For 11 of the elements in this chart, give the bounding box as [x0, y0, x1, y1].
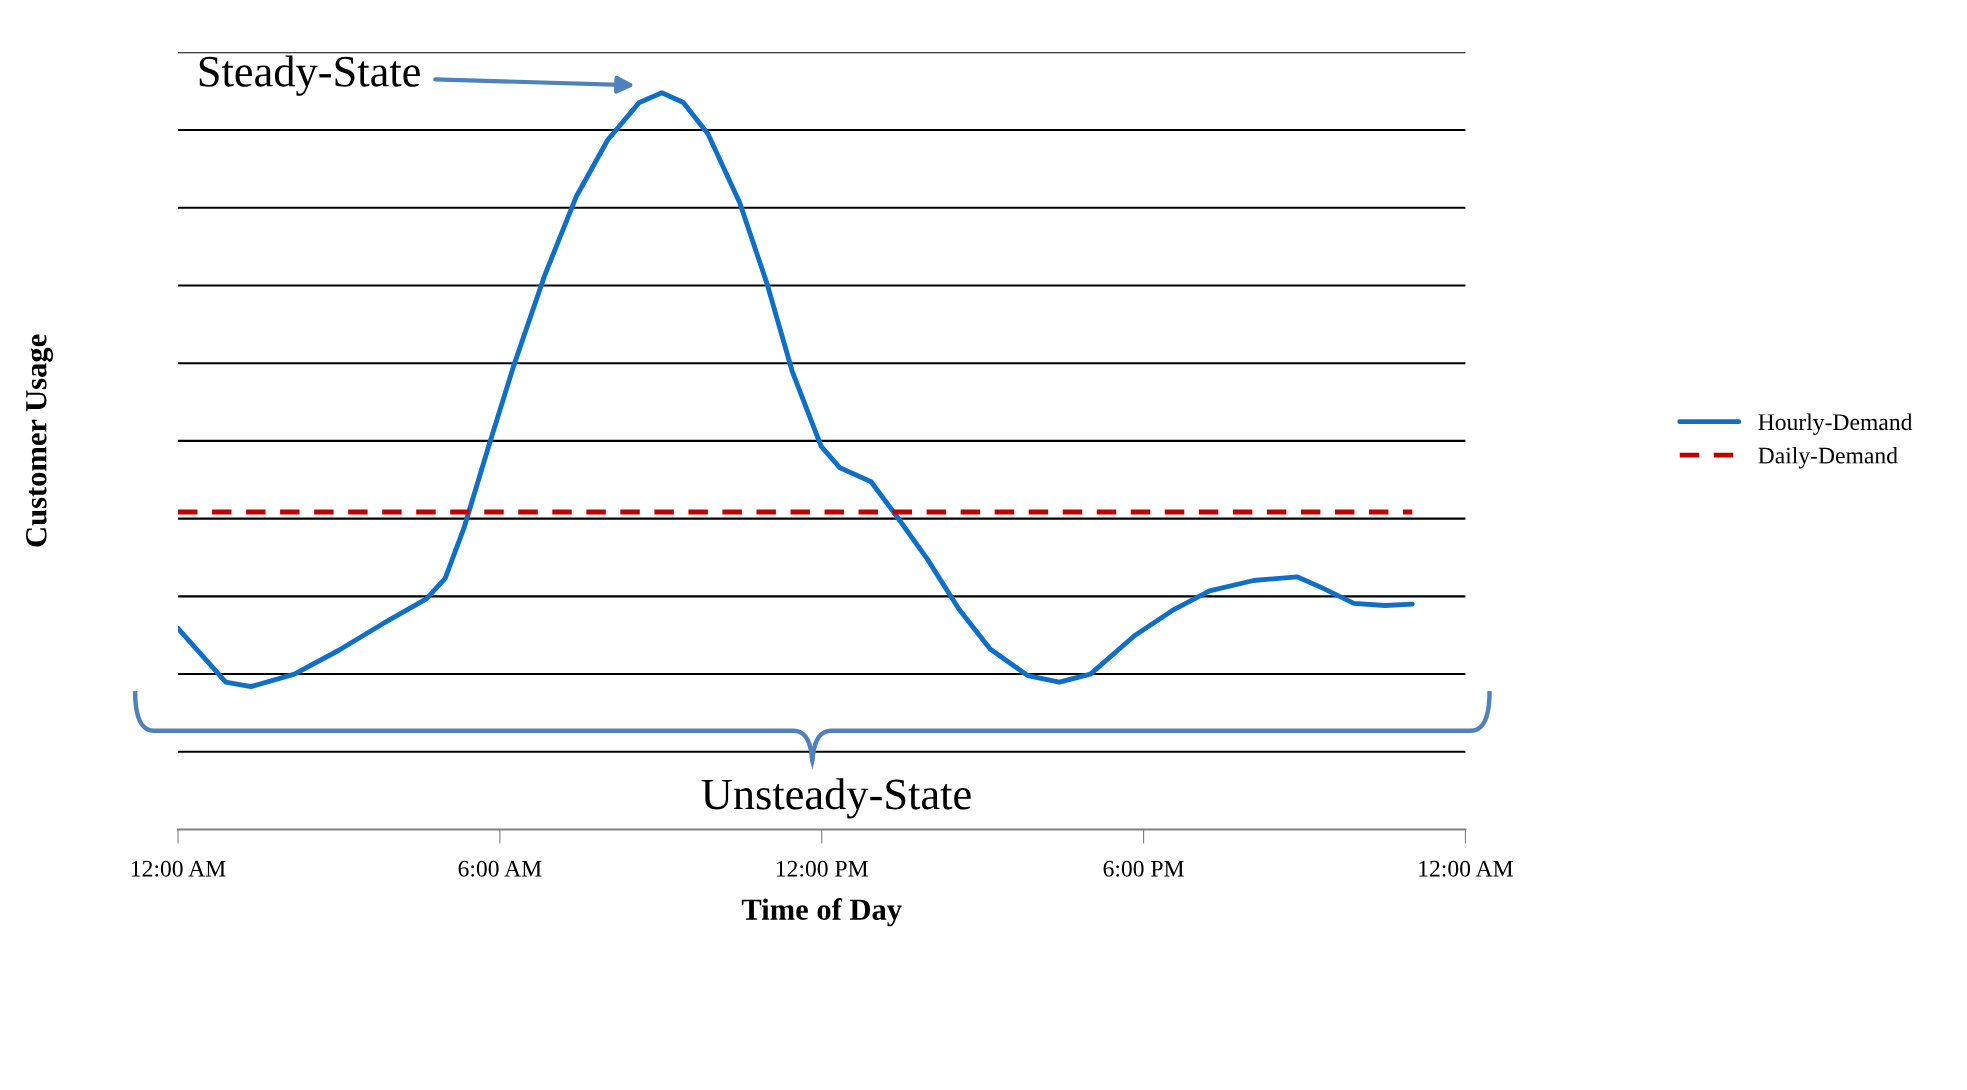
x-tick-label: 6:00 AM: [458, 860, 542, 877]
legend-label: Daily-Demand: [1758, 446, 1898, 469]
y-axis-title: Customer Usage: [26, 334, 54, 547]
annotation: Unsteady-State: [701, 778, 971, 819]
legend-label: Hourly-Demand: [1758, 413, 1913, 435]
x-tick-label: 12:00 AM: [131, 860, 226, 877]
x-tick-label: 12:00 AM: [1419, 860, 1513, 877]
x-axis-title: Time of Day: [741, 898, 902, 927]
x-tick-label: 6:00 PM: [1103, 860, 1184, 877]
x-tick-label: 12:00 PM: [776, 860, 868, 877]
annotation: Steady-State: [199, 55, 420, 96]
